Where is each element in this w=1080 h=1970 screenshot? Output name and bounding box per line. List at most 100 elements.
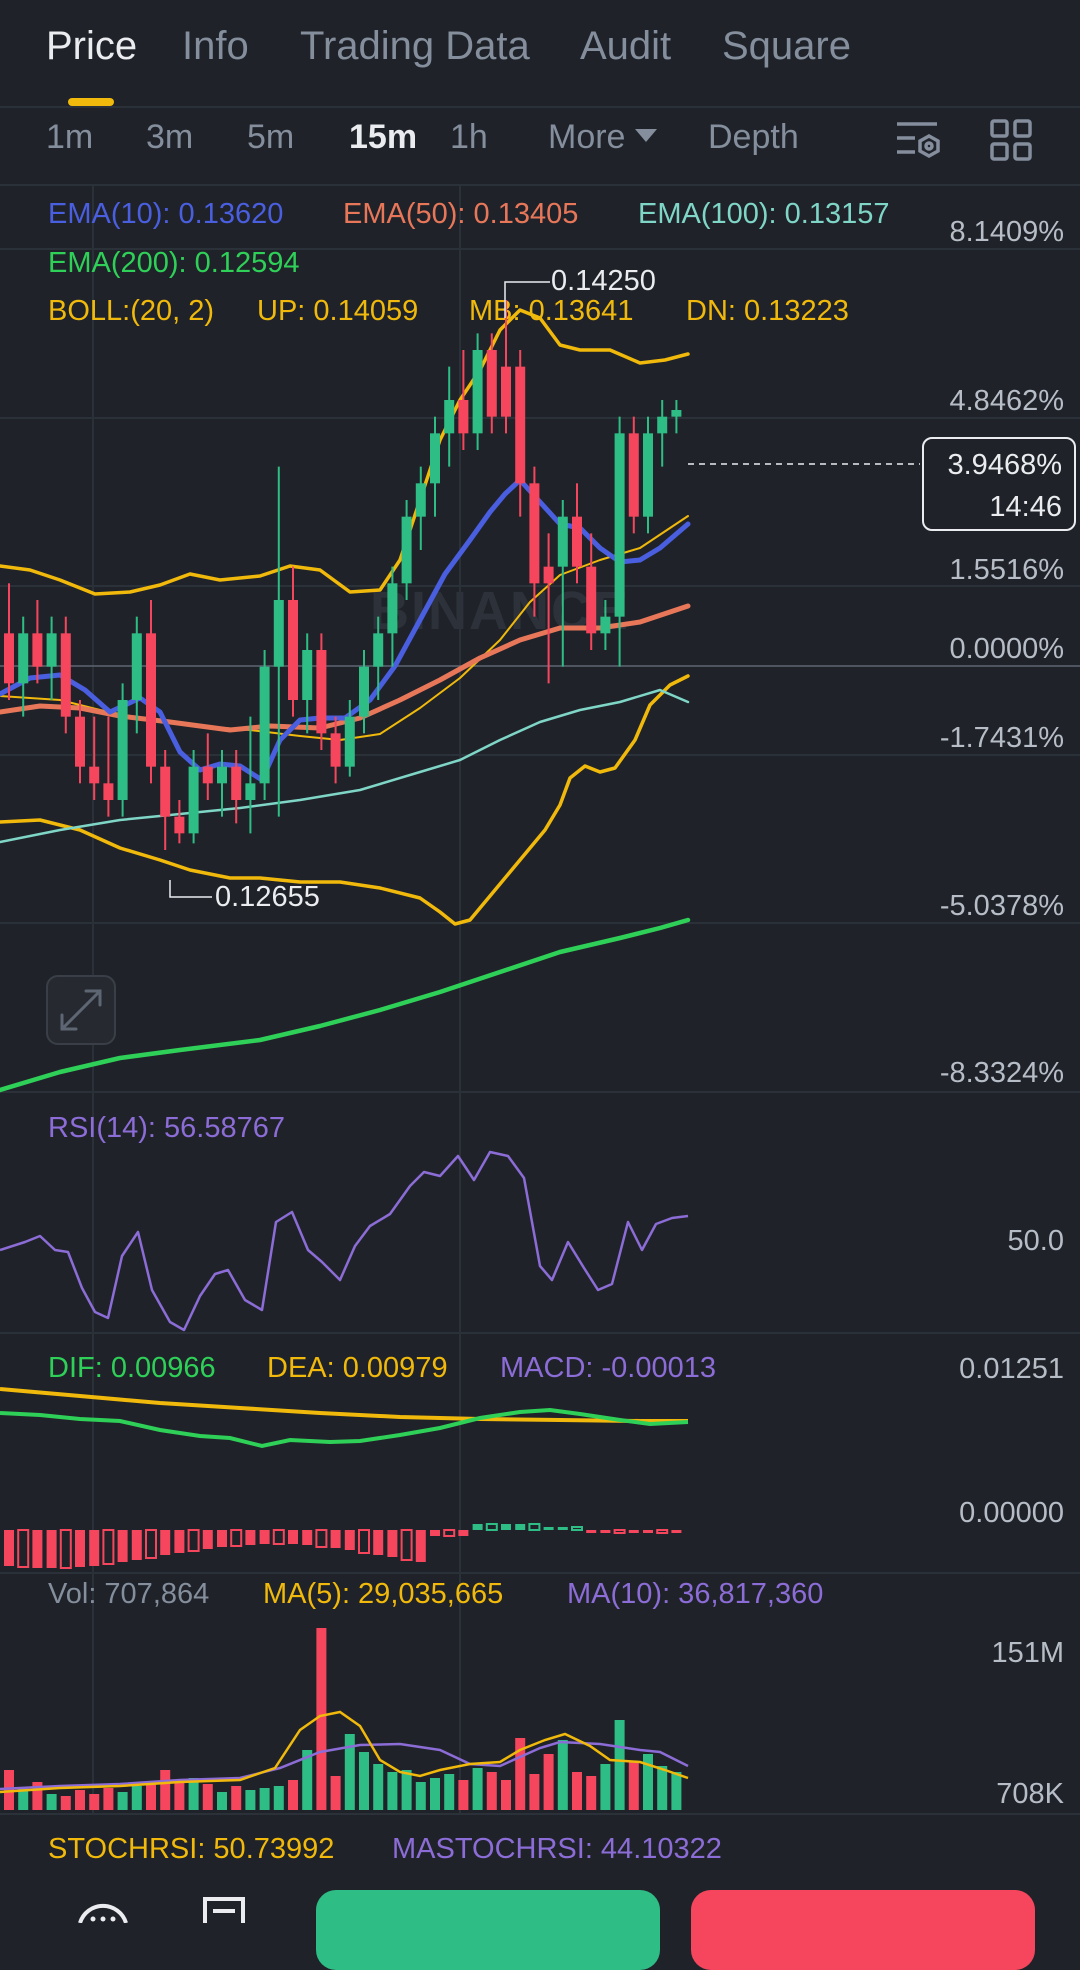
macd-bar — [202, 1530, 213, 1549]
tab-price[interactable]: Price — [46, 24, 138, 68]
candle-body — [586, 566, 597, 634]
divider — [0, 106, 1080, 108]
high-price-label: 0.14250 — [551, 265, 656, 297]
orders-icon[interactable] — [199, 1895, 249, 1923]
volume-bar — [288, 1780, 298, 1810]
candle-body — [458, 400, 469, 434]
macd-bar — [117, 1530, 128, 1562]
candle-body — [188, 766, 199, 834]
macd-bar — [387, 1530, 398, 1557]
dif-line — [0, 1407, 689, 1449]
active-tab-indicator — [68, 98, 114, 106]
interval-3m[interactable]: 3m — [146, 118, 194, 156]
candle-body — [146, 633, 156, 767]
volume-bar — [259, 1788, 270, 1810]
volume-bar — [557, 1740, 568, 1810]
volume-bar — [543, 1754, 554, 1810]
rsi-line — [0, 1150, 689, 1332]
volume-chart — [0, 1628, 689, 1810]
tab-square[interactable]: Square — [722, 24, 851, 68]
macd-bar — [557, 1527, 568, 1530]
volume-bar — [75, 1790, 85, 1810]
vol-axis-top: 151M — [991, 1637, 1064, 1669]
candle-body — [401, 516, 412, 584]
current-change: 3.9468% — [947, 449, 1063, 481]
volume-bar — [344, 1734, 355, 1810]
macd-bar — [656, 1529, 669, 1534]
depth-button[interactable]: Depth — [708, 118, 799, 156]
more-label: More — [548, 118, 626, 156]
macd-bar — [145, 1529, 157, 1559]
candle-body — [614, 433, 625, 617]
macd-bar — [160, 1530, 171, 1555]
ema10-legend: EMA(10): 0.13620 — [48, 198, 284, 230]
volume-bar — [117, 1792, 128, 1810]
rsi-axis-label: 50.0 — [1007, 1225, 1064, 1257]
layout-grid-icon[interactable] — [990, 119, 1032, 161]
dea-legend: DEA: 0.00979 — [267, 1352, 448, 1384]
tab-audit[interactable]: Audit — [580, 24, 672, 68]
volume-bars — [4, 1628, 682, 1810]
macd-legend: MACD: -0.00013 — [500, 1352, 716, 1384]
macd-bar — [501, 1524, 511, 1530]
volume-bar — [486, 1772, 497, 1810]
macd-bar — [571, 1526, 583, 1531]
mastochrsi-legend: MASTOCHRSI: 44.10322 — [392, 1833, 722, 1865]
volume-bar — [32, 1782, 43, 1810]
candle-body — [46, 633, 57, 667]
dea-line — [0, 1387, 688, 1423]
rsi-chart — [0, 1150, 689, 1332]
macd-bar — [344, 1530, 355, 1550]
tab-info[interactable]: Info — [182, 24, 249, 68]
candle-body — [415, 483, 426, 517]
candle-body — [572, 516, 582, 567]
chat-icon[interactable] — [76, 1895, 130, 1923]
macd-bar — [4, 1530, 14, 1566]
candle-body — [486, 350, 497, 417]
macd-bar — [259, 1530, 270, 1544]
top-tab-bar: Price Info Trading Data Audit Square — [0, 0, 1080, 106]
macd-bar — [415, 1530, 426, 1562]
high-marker — [504, 281, 550, 318]
macd-axis-top: 0.01251 — [959, 1353, 1064, 1385]
macd-bar — [230, 1529, 243, 1547]
interval-1h[interactable]: 1h — [450, 118, 488, 156]
y-axis-label: 0.0000% — [949, 633, 1065, 665]
buy-button[interactable] — [316, 1890, 660, 1970]
volume-bar — [657, 1766, 668, 1810]
candle-body — [600, 616, 611, 634]
sell-button[interactable] — [691, 1890, 1035, 1970]
volume-bar — [643, 1754, 653, 1810]
macd-bar — [643, 1530, 653, 1533]
volume-bar — [600, 1764, 611, 1810]
volume-bar — [515, 1738, 526, 1810]
volume-bar — [103, 1788, 114, 1810]
volume-bar — [245, 1790, 256, 1810]
candle-body — [557, 516, 568, 567]
vol-axis-bottom: 708K — [996, 1778, 1064, 1810]
tab-trading-data[interactable]: Trading Data — [300, 24, 530, 68]
expand-chart-button[interactable] — [46, 975, 116, 1045]
ema50-legend: EMA(50): 0.13405 — [343, 198, 579, 230]
vol-ma5-line — [0, 1710, 689, 1794]
interval-15m[interactable]: 15m — [349, 118, 418, 156]
interval-1m[interactable]: 1m — [46, 118, 94, 156]
volume-bar — [387, 1772, 398, 1810]
low-marker — [169, 880, 212, 898]
candle-body — [231, 766, 242, 800]
macd-axis-mid: 0.00000 — [959, 1497, 1064, 1529]
more-dropdown[interactable]: More — [548, 118, 658, 157]
indicator-settings-icon[interactable] — [893, 118, 943, 164]
ema50-line — [0, 603, 691, 733]
candle-body — [643, 433, 653, 517]
macd-bar — [330, 1530, 341, 1548]
rsi-legend: RSI(14): 56.58767 — [48, 1112, 285, 1144]
macd-bar — [89, 1530, 100, 1566]
macd-bar — [671, 1530, 682, 1533]
current-price-tag: 3.9468% 14:46 — [922, 437, 1076, 531]
volume-bar — [458, 1780, 469, 1810]
boll-lower-line — [0, 674, 690, 926]
vol-legend: Vol: 707,864 — [48, 1578, 210, 1610]
interval-5m[interactable]: 5m — [247, 118, 295, 156]
volume-bar — [174, 1780, 185, 1810]
